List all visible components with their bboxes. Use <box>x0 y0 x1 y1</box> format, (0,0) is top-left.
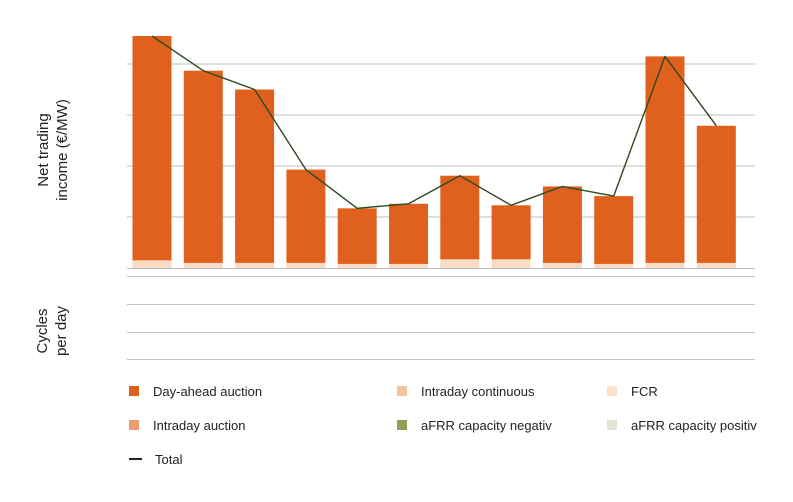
bar-fcr <box>183 262 223 268</box>
legend-item-afrr-capacity-positiv[interactable]: aFRR capacity positiv <box>607 416 757 434</box>
bar-fcr <box>337 263 377 268</box>
bottom-chart-gridlines <box>127 276 755 360</box>
bottom-chart-y-axis-label: Cycles per day <box>33 281 71 381</box>
afrr-capacity-positiv-swatch <box>607 420 617 430</box>
bar-day-ahead-auction <box>389 203 428 264</box>
bottom-y-label-line-1: Cycles <box>34 308 51 354</box>
legend-label: aFRR capacity positiv <box>631 417 757 433</box>
bar-day-ahead-auction <box>594 196 634 264</box>
bottom-y-label-line-2: per day <box>53 305 70 357</box>
legend-label: aFRR capacity negativ <box>421 417 552 433</box>
bar-fcr <box>594 263 634 268</box>
total-line <box>151 35 717 210</box>
legend-label: Total <box>155 451 183 467</box>
bar-fcr <box>696 262 736 268</box>
top-chart-bars <box>132 36 736 268</box>
bar-day-ahead-auction <box>542 186 582 263</box>
legend-label: FCR <box>631 383 658 399</box>
legend-item-day-ahead-auction[interactable]: Day-ahead auction <box>129 382 262 400</box>
legend-label: Day-ahead auction <box>153 383 263 399</box>
fcr-swatch <box>607 386 617 396</box>
legend-item-intraday-continuous[interactable]: Intraday continuous <box>397 382 534 400</box>
afrr-capacity-negativ-swatch <box>397 420 407 430</box>
legend-item-intraday-auction[interactable]: Intraday auction <box>129 416 246 434</box>
top-y-label-line-2: income (€/MW) <box>54 99 71 201</box>
bar-fcr <box>645 262 685 268</box>
legend-item-fcr[interactable]: FCR <box>607 382 658 400</box>
bar-day-ahead-auction <box>645 56 685 263</box>
legend-item-afrr-capacity-negativ[interactable]: aFRR capacity negativ <box>397 416 552 434</box>
top-chart-y-axis-label: Net trading income (€/MW) <box>34 85 72 215</box>
bar-day-ahead-auction <box>440 175 480 260</box>
legend-item-total[interactable]: Total <box>129 450 182 468</box>
bar-fcr <box>389 263 428 268</box>
bar-fcr <box>440 259 480 268</box>
bar-day-ahead-auction <box>286 169 326 263</box>
top-chart-total-line <box>151 35 717 210</box>
bar-day-ahead-auction <box>183 70 223 263</box>
bar-day-ahead-auction <box>132 36 172 261</box>
bar-day-ahead-auction <box>235 89 275 263</box>
intraday-continuous-swatch <box>397 386 407 396</box>
legend-label: Intraday auction <box>153 417 246 433</box>
bar-fcr <box>235 262 275 268</box>
bar-day-ahead-auction <box>491 205 531 260</box>
bar-day-ahead-auction <box>696 125 736 263</box>
bar-fcr <box>286 262 326 268</box>
bar-fcr <box>491 259 531 268</box>
day-ahead-auction-swatch <box>129 386 139 396</box>
total-line-swatch <box>129 458 142 460</box>
top-y-label-line-1: Net trading <box>35 113 52 187</box>
bar-fcr <box>132 260 172 268</box>
intraday-auction-swatch <box>129 420 139 430</box>
legend-label: Intraday continuous <box>421 383 535 399</box>
bar-fcr <box>542 262 582 268</box>
bar-day-ahead-auction <box>337 208 377 264</box>
